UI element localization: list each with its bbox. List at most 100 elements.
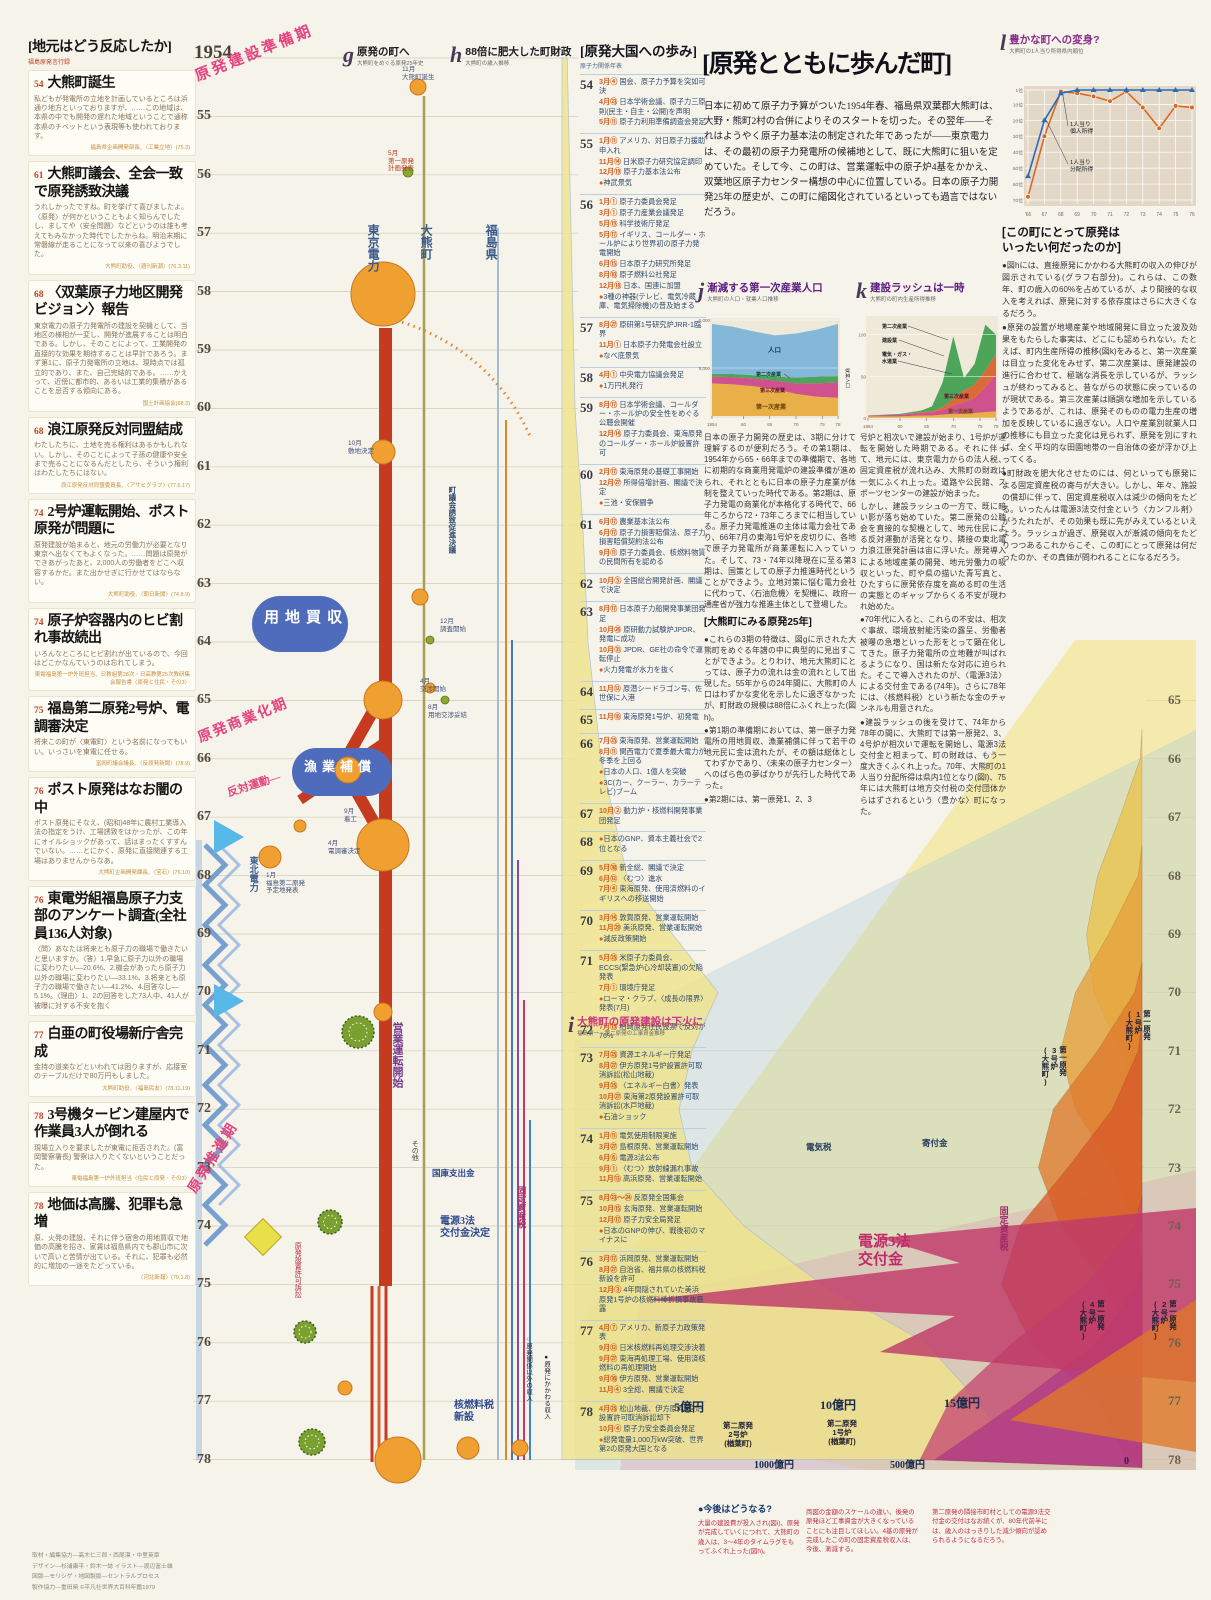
svg-text:5,000: 5,000	[699, 366, 711, 371]
event-date: 9月⑫	[599, 1343, 618, 1353]
timeline-event: 3月⑰ 浜岡原発、営業運転開始	[599, 1254, 699, 1264]
event-date: 5月⑰	[599, 229, 618, 239]
event-date: 7月④	[599, 884, 618, 894]
year-label: 64	[580, 683, 593, 699]
event-date: 4月①	[599, 369, 618, 379]
svg-text:0: 0	[863, 416, 866, 421]
year-tick-right: 68	[1168, 867, 1181, 883]
year-group: 69 5月㉚ 新全総、閣議で決定 6月⑫ 〈むつ〉進水 7月④ 東海原発、使用済燃料の…	[580, 859, 706, 910]
year-label: 70	[580, 912, 593, 928]
quote-source: 東電福島第一炉外班担当、日教組第28次・日高教第25次教研集会報告書〈原発と住民…	[34, 672, 190, 687]
quote-heading: 76 東電労組福島原子力支部のアンケート調査(全社員136人対象)	[34, 891, 190, 944]
svg-text:73: 73	[1140, 212, 1146, 218]
section-letter: k	[856, 278, 867, 303]
timeline-event: 6月⑰ 原子力損害賠償法、原子力損害賠償契約法公布	[599, 527, 706, 547]
event-bullet: ●	[599, 834, 604, 844]
year-group: 78 4月㉕ 松山地裁、伊方原発1号炉設置許可取消訴訟却下 10月④ 原子力安全委員…	[580, 1400, 706, 1460]
svg-text:75: 75	[820, 422, 826, 427]
section-titles: 大熊町の原発建設は下火に 福島第一・第二原発の工事資金推移	[577, 1016, 703, 1037]
quote-body: いろんなところにヒビ割れが出ているので、今回はどこかなんていうのは忘れてしまう。	[34, 650, 188, 667]
year-label: 63	[580, 604, 593, 620]
timeline-event: 9月⑪ 原子力委員会、核燃料物質の民間所有を認める	[599, 547, 706, 567]
event-date: 1月⑪	[599, 136, 618, 146]
quote-body: うれしかったですね。町を挙げて喜びましたよ。〈原発〉が何かということもよく知らん…	[34, 204, 188, 259]
quote-entry: 78 地価は高騰、犯罪も急増 原、火発の建設、それに伴う宿舎の用地買収で地価の高騰を…	[28, 1191, 196, 1287]
year-tick-left: 63	[197, 575, 211, 591]
event-date: 10月②	[599, 806, 622, 816]
quote-year: 68	[34, 426, 44, 437]
year-label: 78	[580, 1403, 593, 1419]
event-bullet: ●	[599, 351, 604, 361]
event-date: 8月⑩	[599, 270, 618, 280]
svg-text:60位: 60位	[1013, 181, 1023, 188]
event-bullet: ●	[599, 1225, 604, 1235]
article-paragraph: 日本の原子力開発の歴史は、3期に分けて理解するのが便利だろう。その第1期は、19…	[704, 433, 856, 610]
year-tick-right: 66	[1168, 750, 1181, 766]
quote-title: 原子炉容器内のヒビ割れ事故続出	[34, 613, 183, 647]
quote-heading: 54 大熊町誕生	[34, 75, 190, 93]
timeline-event: ●火力発電が水力を抜く	[599, 664, 676, 674]
year-group: 65 11月⑩ 東海原発1号炉、初発電	[580, 709, 706, 733]
quote-entry: 78 3号機タービン建屋内で作業員3人が倒れる 現場立入りを要求したが東電に拒否され…	[28, 1101, 196, 1187]
svg-text:69: 69	[1074, 212, 1080, 218]
year-tick-right: 71	[1168, 1042, 1181, 1058]
svg-text:第二次産業: 第二次産業	[882, 323, 908, 330]
svg-text:75: 75	[1173, 212, 1179, 218]
event-date: 12月㉗	[599, 477, 622, 487]
quote-heading: 68 〈双葉原子力地区開発ビジョン〉報告	[34, 285, 190, 320]
article-paragraph: ●これらの3期の特徴は、図gに示された大熊町をめぐる年譜の中に典型的に見出すこと…	[704, 634, 856, 722]
event-date: 11月⑭	[599, 156, 621, 166]
timeline-event: 4月㉕ 松山地裁、伊方原発1号炉設置許可取消訴訟却下	[599, 1403, 703, 1423]
timeline-event: 5月⑲ 科学技術庁発足	[599, 218, 670, 228]
article-paragraph: ●第1期の準備期においては、第一原子力発電所の用地買収、漁業補償に伴って若干の地…	[704, 725, 856, 791]
article-column-2: 号炉と相次いで建設が始まり、1号炉が運転を開始した時期である。それに伴って、地元…	[860, 432, 1006, 1047]
event-date: 9月㉕	[599, 1081, 618, 1091]
event-date: 7月①	[599, 982, 618, 992]
year-label: 72	[580, 1021, 593, 1037]
event-date: 10月⑮	[599, 1204, 622, 1214]
year-tick-left: 55	[197, 108, 211, 124]
quote-source: 大熊町助役、〈週刊新潮〉(76.3.11)	[105, 263, 190, 270]
svg-text:70: 70	[793, 422, 799, 427]
quote-title: 東電労組福島原子力支部のアンケート調査(全社員136人対象)	[34, 891, 187, 942]
article-paragraph: 号炉と相次いで建設が始まり、1号炉が運転を開始した時期である。それに伴って、地元…	[860, 433, 1006, 498]
chronology-panel: [原発大国への歩み] 原子力関係年表 54 3月④ 国会、原子力予算を突如可決 4月…	[580, 40, 706, 1490]
quote-title: 3号機タービン建屋内で作業員3人が倒れる	[34, 1107, 190, 1141]
timeline-event: 10月㉖ 原研動力試験炉JPDR、発電に成功	[599, 624, 700, 643]
svg-text:'66: '66	[1025, 212, 1032, 218]
quote-entry: 74 原子炉容器内のヒビ割れ事故続出いろんなところにヒビ割れが出ているので、今回は…	[28, 607, 196, 692]
section-subtitle: 大熊町の1人当り所得県内順位	[1009, 49, 1084, 56]
section-titles: 建設ラッシュは一時 大熊町の町内生産所得推移	[870, 282, 965, 303]
quote-heading: 77 白亜の町役場新庁舎完成	[34, 1026, 190, 1061]
year-events: 8月㉗ 原研第1号研究炉JRR-1臨界 11月① 日本原子力発電会社設立 ●なべ底景…	[599, 320, 706, 360]
quote-year: 68	[34, 289, 44, 300]
year-label: 59	[580, 399, 593, 415]
event-date: 7月㉕	[599, 1050, 618, 1060]
event-date: 12月③	[599, 1285, 622, 1295]
timeline-event: ●日本の人口、1億人を突破	[599, 767, 687, 777]
year-label: 68	[580, 834, 593, 850]
section-title: 88倍に肥大した町財政	[465, 46, 572, 58]
event-bullet: ●	[599, 291, 604, 301]
timeline-event: ●石油ショック	[599, 1112, 647, 1122]
event-date: 4月⑦	[599, 1322, 618, 1332]
timeline-event: 9月① 〈むつ〉放射線漏れ事故	[599, 1163, 699, 1173]
quote-source: 浪江原発反対同盟委員長、〈アサヒグラフ〉(77.6.17)	[60, 482, 190, 489]
svg-text:50位: 50位	[1013, 165, 1023, 172]
quote-year: 74	[34, 617, 44, 628]
section-letter: i	[568, 1012, 575, 1037]
event-date: 3月⑰	[599, 1254, 618, 1264]
section-title: 建設ラッシュは一時	[870, 282, 965, 294]
year-label: 71	[580, 953, 593, 969]
quote-heading: 78 3号機タービン建屋内で作業員3人が倒れる	[34, 1107, 190, 1142]
year-group: 67 10月② 動力炉・核燃料開発事業団発足	[580, 803, 706, 831]
event-date: 7月⑮	[599, 1021, 618, 1031]
year-tick-left: 71	[197, 1042, 211, 1058]
event-bullet: ●	[599, 993, 604, 1003]
event-bullet: ●	[599, 380, 604, 390]
timeline-event: 6月⑥ 電源3法公布	[599, 1152, 660, 1162]
timeline-event: 11月⑫ 原潜シードラゴン号、佐世保に入港	[599, 683, 703, 703]
year-events: 1月⑪ 電気使用制限実施 3月㉗ 島根原発、営業運転開始 6月⑥ 電源3法公布 9月①…	[599, 1131, 706, 1184]
timeline-event: 5月㉕ 米原子力委員会、ECCS(緊急炉心冷却装置)の欠陥発表	[599, 953, 703, 981]
